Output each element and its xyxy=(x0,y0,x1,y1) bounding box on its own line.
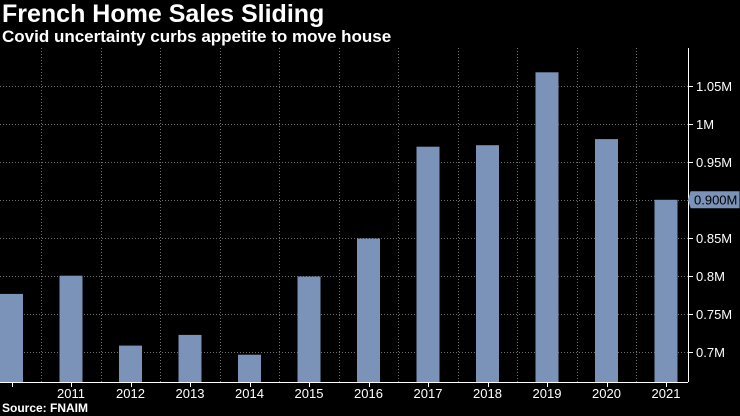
x-tick-label: 2016 xyxy=(354,386,383,401)
x-tick-label: 2013 xyxy=(176,386,205,401)
x-tick-label: 2015 xyxy=(295,386,324,401)
y-tick-label: 1M xyxy=(696,117,714,132)
x-tick-label: 2017 xyxy=(414,386,443,401)
bar-2021 xyxy=(654,199,678,382)
bar-2017 xyxy=(416,146,440,382)
bar-2018 xyxy=(476,145,499,382)
y-tick-label: 0.75M xyxy=(696,307,732,322)
bar-2012 xyxy=(119,345,142,382)
bar-2011 xyxy=(59,275,83,382)
x-tick-label: 2019 xyxy=(533,386,562,401)
x-tick-label: 2018 xyxy=(473,386,502,401)
y-tick-label: 0.95M xyxy=(696,155,732,170)
bar-2016 xyxy=(357,238,380,382)
x-tick-label: 2021 xyxy=(652,386,681,401)
source-note: Source: FNAIM xyxy=(2,401,89,415)
bar-2019 xyxy=(535,72,559,383)
x-axis-labels: 2011 2012 2013 2014 2015 2016 2017 2018 2019 2020… xyxy=(57,386,680,401)
y-axis-labels: 0.7M 0.75M 0.8M 0.85M 0.95M 1M 1.05M xyxy=(696,79,732,360)
last-value-box xyxy=(687,191,740,209)
last-value-label: 0.900M xyxy=(694,192,737,207)
x-tick-label: 2011 xyxy=(57,386,85,401)
x-tick-label: 2014 xyxy=(235,386,264,401)
bars xyxy=(0,72,678,383)
x-tick-label: 2020 xyxy=(592,386,621,401)
bar-2020 xyxy=(595,139,618,382)
bar-2015 xyxy=(297,276,321,382)
bar-2013 xyxy=(178,334,202,382)
chart-subtitle: Covid uncertainty curbs appetite to move… xyxy=(2,27,392,46)
y-tick-label: 0.85M xyxy=(696,231,732,246)
bar-2010 xyxy=(0,293,23,382)
chart-title: French Home Sales Sliding xyxy=(2,0,325,28)
x-tick-label: 2012 xyxy=(116,386,145,401)
y-tick-label: 1.05M xyxy=(696,79,732,94)
gridlines xyxy=(0,48,688,382)
y-tick-label: 0.8M xyxy=(696,269,725,284)
axes xyxy=(0,48,693,387)
last-value-callout: 0.900M xyxy=(687,191,740,209)
y-tick-label: 0.7M xyxy=(696,345,725,360)
bar-2014 xyxy=(238,354,261,382)
